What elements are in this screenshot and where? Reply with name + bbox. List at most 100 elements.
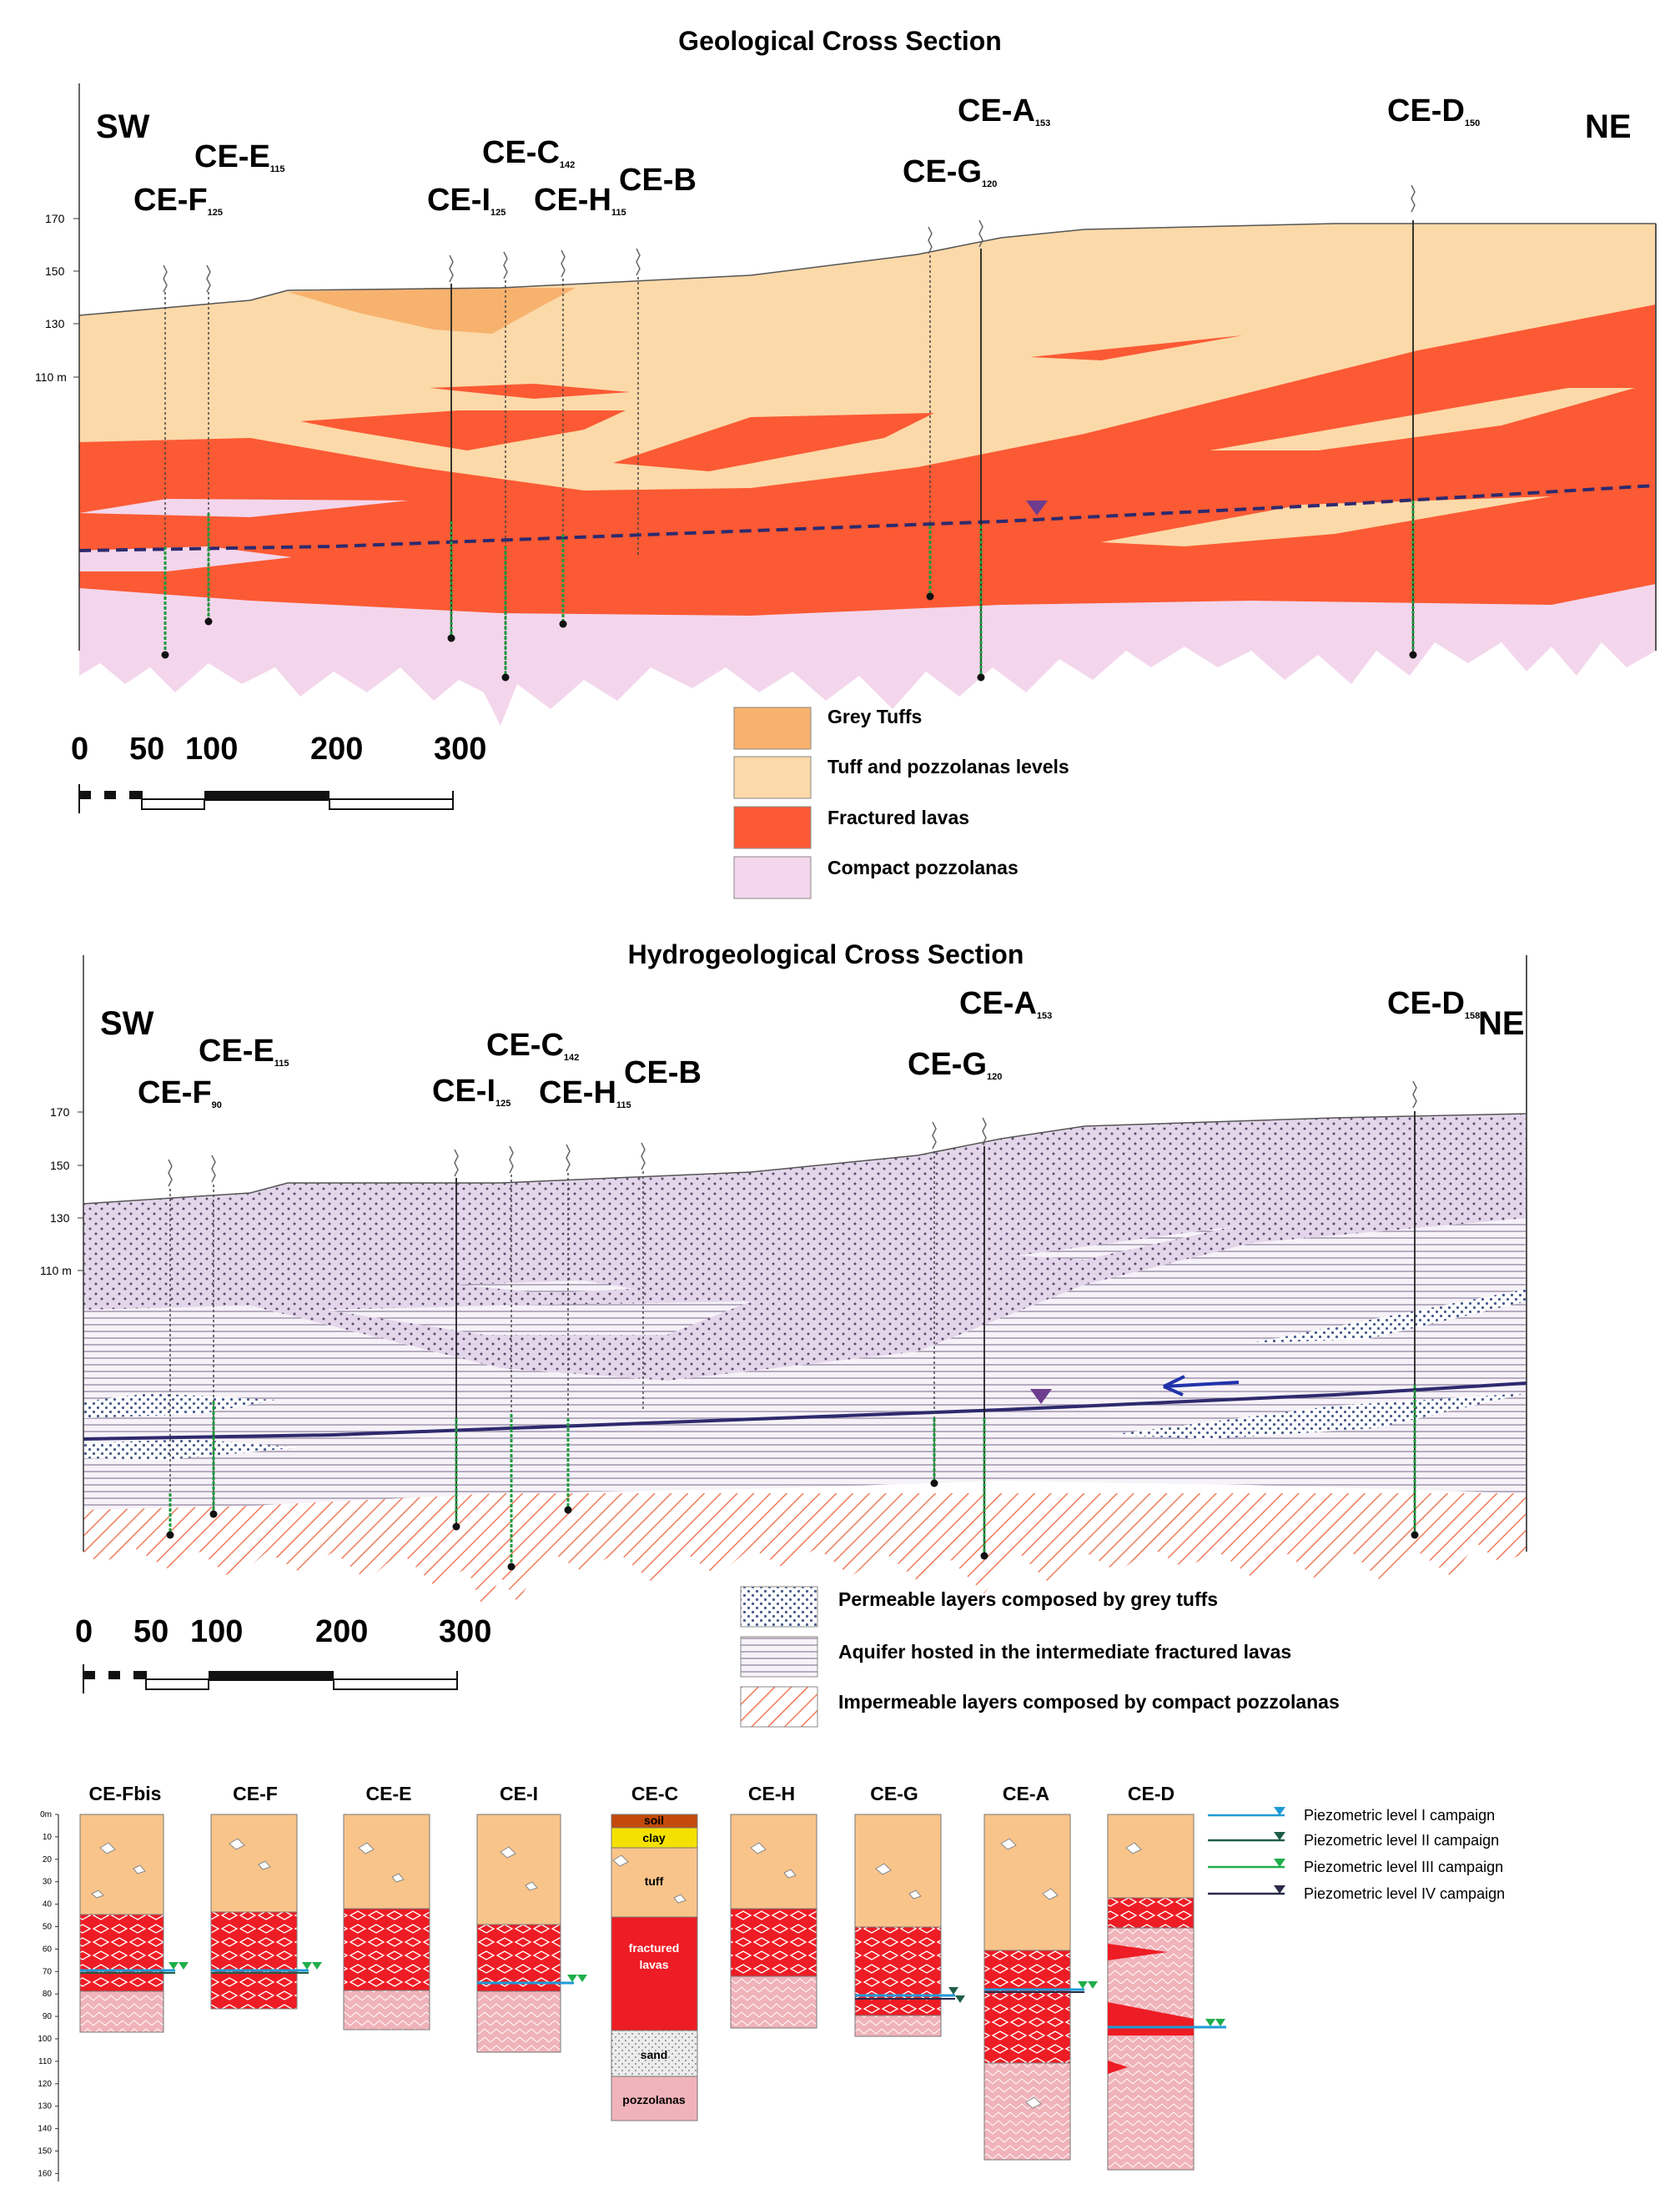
pozzolanas-interval bbox=[79, 1990, 164, 2033]
svg-text:CE-H115: CE-H115 bbox=[534, 183, 626, 218]
compact-pozzolanas-base bbox=[79, 584, 1656, 726]
svg-text:CE-I125: CE-I125 bbox=[427, 183, 506, 218]
well-bottom bbox=[161, 651, 169, 659]
lithology-label: clay bbox=[642, 1831, 665, 1844]
lava-lens bbox=[430, 384, 630, 399]
legend-swatch-tuff-pozzolanas bbox=[733, 756, 812, 799]
well-head-icon bbox=[928, 226, 933, 254]
pozzolanas-interval bbox=[611, 2076, 698, 2121]
elevation-tick: 170 bbox=[50, 1105, 70, 1119]
column-title: CE-D bbox=[1128, 1783, 1174, 1804]
well-name: CE-E bbox=[199, 1034, 274, 1069]
column-title: CE-I bbox=[500, 1783, 538, 1804]
scale-label: 300 bbox=[439, 1614, 491, 1649]
column-title: CE-C bbox=[631, 1783, 678, 1804]
well-elevation: 120 bbox=[982, 179, 997, 189]
well-CE-B: CE-B bbox=[624, 1055, 702, 1412]
svg-text:CE-H115: CE-H115 bbox=[539, 1075, 631, 1110]
flow-direction-arrow-icon bbox=[1163, 1375, 1240, 1396]
well-CE-C: CE-C142 bbox=[486, 1028, 579, 1571]
depth-tick: 120 bbox=[38, 2080, 52, 2089]
lava-lens bbox=[300, 410, 626, 450]
piezometric-marker-icon bbox=[567, 1975, 587, 1982]
lithology-label: soil bbox=[644, 1814, 664, 1827]
piezometric-marker-icon bbox=[302, 1962, 322, 1970]
piezometric-iv-icon bbox=[1274, 1885, 1285, 1894]
aquifer-lens bbox=[459, 1281, 634, 1293]
ne-label: NE bbox=[1585, 108, 1632, 145]
well-name: CE-A bbox=[958, 93, 1035, 128]
column-title: CE-Fbis bbox=[89, 1783, 162, 1804]
well-head-icon bbox=[163, 264, 168, 293]
piezometric-marker-icon bbox=[169, 1962, 189, 1970]
svg-text:CE-A153: CE-A153 bbox=[959, 986, 1052, 1021]
svg-text:CE-C142: CE-C142 bbox=[482, 135, 575, 170]
geology-legend: Grey Tuffs Tuff and pozzolanas levels Fr… bbox=[733, 706, 1069, 899]
depth-tick: 80 bbox=[43, 1990, 53, 1999]
fractured-lavas-interval bbox=[854, 1926, 942, 2016]
piezometric-label: Piezometric level III campaign bbox=[1304, 1859, 1503, 1875]
log-CE-F bbox=[210, 1814, 322, 2010]
depth-tick: 150 bbox=[38, 2147, 52, 2156]
column-title: CE-G bbox=[870, 1783, 918, 1804]
log-CE-D bbox=[1107, 1814, 1226, 2171]
piezometric-legend: Piezometric level I campaign Piezometric… bbox=[1208, 1807, 1505, 1902]
tuff-interval bbox=[730, 1814, 817, 1910]
borehole-logs: 0m 10 20 30 40 50 60 70 80 90 100 110 120 130 140 150 16… bbox=[38, 1783, 1505, 2181]
aquifer-lens bbox=[1018, 1226, 1235, 1260]
legend-label: Grey Tuffs bbox=[827, 706, 922, 727]
ground-surface bbox=[83, 1113, 1527, 1205]
hydrogeological-section: Hydrogeological Cross Section 170 150 bbox=[40, 939, 1527, 1728]
legend-label: Permeable layers composed by grey tuffs bbox=[838, 1588, 1218, 1610]
depth-tick: 0m bbox=[40, 1810, 52, 1819]
piezometric-ii-icon bbox=[1274, 1832, 1285, 1840]
impermeable-pozzolanas-base bbox=[83, 1493, 1527, 1610]
well-bottom bbox=[447, 634, 455, 642]
well-elevation: 142 bbox=[560, 160, 575, 170]
depth-tick: 20 bbox=[43, 1855, 53, 1864]
pozzolanas-interval bbox=[343, 1990, 430, 2030]
well-head-icon bbox=[454, 1149, 459, 1177]
well-name: CE-I bbox=[432, 1074, 495, 1109]
tuff-interval bbox=[79, 1814, 164, 1915]
piezometric-iii-icon bbox=[1274, 1859, 1285, 1867]
well-CE-A: CE-A153 bbox=[959, 986, 1052, 1560]
well-bottom bbox=[930, 1479, 938, 1487]
pozzolanas-interval bbox=[730, 1975, 817, 2029]
legend-swatch-aquifer bbox=[740, 1636, 818, 1678]
fractured-lavas-interval bbox=[210, 1911, 298, 2010]
tuff-interval bbox=[854, 1814, 942, 1928]
well-CE-C: CE-C142 bbox=[482, 135, 575, 682]
well-name: CE-I bbox=[427, 183, 490, 218]
well-elevation: 153 bbox=[1035, 118, 1050, 128]
fractured-lavas-interval bbox=[1107, 1897, 1195, 1929]
depth-tick: 10 bbox=[43, 1833, 53, 1842]
depth-tick: 140 bbox=[38, 2125, 52, 2134]
well-head-icon bbox=[636, 248, 641, 276]
column-title: CE-E bbox=[366, 1783, 412, 1804]
depth-tick: 90 bbox=[43, 2012, 53, 2021]
tuff-interval bbox=[343, 1814, 430, 1910]
well-bottom bbox=[1411, 1531, 1419, 1539]
fractured-lavas-interval bbox=[79, 1914, 164, 1992]
piezometric-marker-icon bbox=[1205, 2019, 1225, 2026]
geological-title: Geological Cross Section bbox=[678, 26, 1002, 56]
scale-bar: 0 50 100 200 300 bbox=[71, 732, 486, 813]
fractured-lavas-interval bbox=[730, 1908, 817, 1977]
well-elevation: 125 bbox=[208, 208, 223, 218]
lithology-label: lavas bbox=[639, 1958, 668, 1971]
permeable-tuff-lens bbox=[83, 1393, 275, 1418]
well-elevation: 150 bbox=[1465, 118, 1480, 128]
well-CE-D: CE-D158 bbox=[1387, 986, 1480, 1539]
clay-interval bbox=[611, 1827, 698, 1849]
depth-tick: 50 bbox=[43, 1923, 53, 1932]
depth-tick: 30 bbox=[43, 1878, 53, 1887]
well-CE-H: CE-H115 bbox=[539, 1075, 631, 1514]
legend-label: Tuff and pozzolanas levels bbox=[827, 756, 1069, 777]
elevation-tick: 170 bbox=[45, 212, 65, 225]
legend-swatch-permeable bbox=[740, 1586, 818, 1628]
aquifer-lens bbox=[325, 1301, 751, 1335]
log-CE-E bbox=[343, 1814, 430, 2030]
well-head-icon bbox=[566, 1144, 571, 1172]
grey-tuffs-lens bbox=[288, 288, 576, 334]
